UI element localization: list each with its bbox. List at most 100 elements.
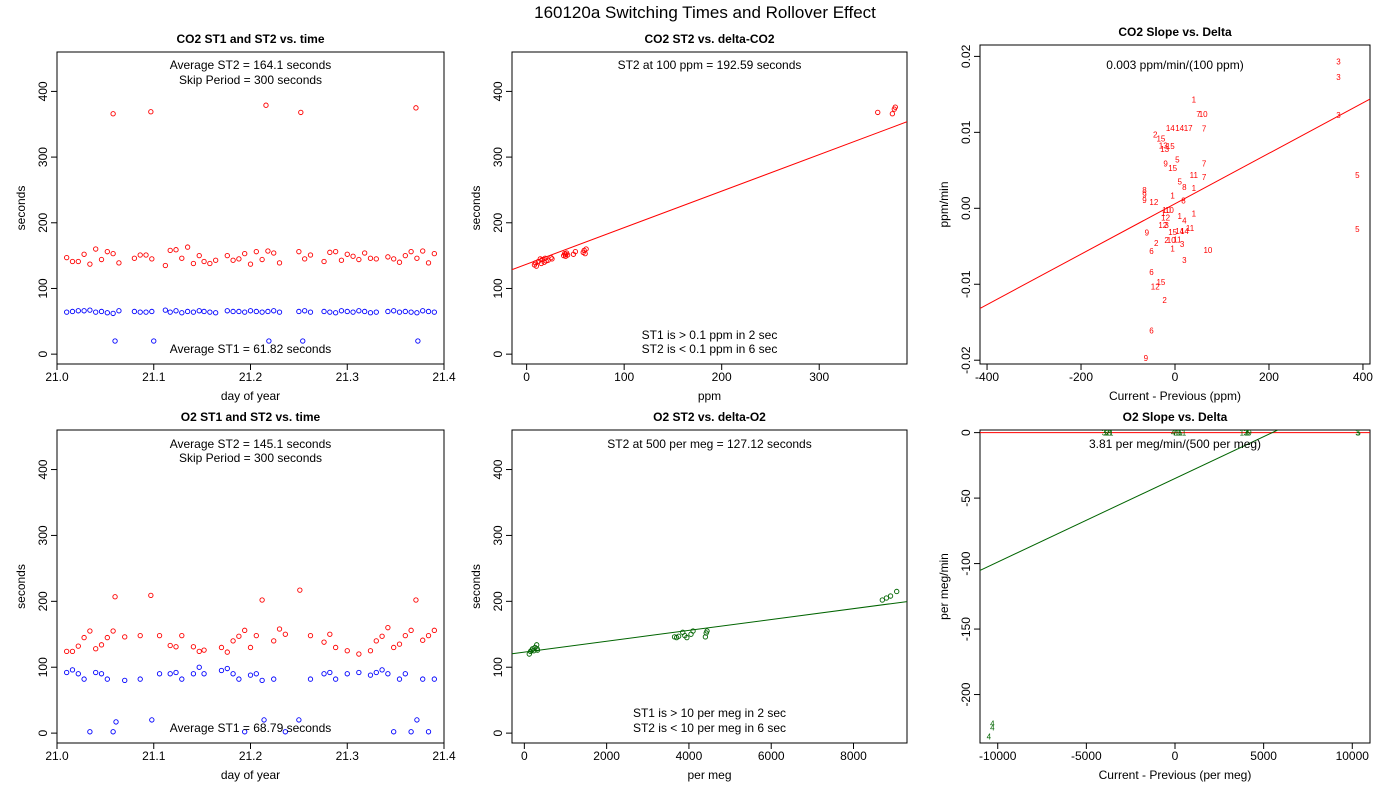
point-label: 14 [1175, 227, 1184, 236]
data-point [373, 256, 379, 262]
y-tick-label: 200 [36, 212, 50, 232]
data-point [338, 308, 345, 314]
data-point [425, 308, 432, 315]
data-point [196, 252, 202, 259]
data-point [131, 255, 138, 261]
data-point [247, 308, 254, 314]
data-point [413, 105, 419, 111]
y-tick-label: 300 [36, 147, 50, 167]
point-label: 6 [1245, 429, 1250, 438]
data-point [162, 307, 169, 313]
panel-title: CO2 ST1 and ST2 vs. time [176, 32, 324, 46]
data-point [201, 308, 207, 315]
x-tick-label: 0 [521, 749, 528, 763]
data-point [112, 338, 118, 344]
data-point [230, 308, 236, 315]
y-tick-label: 0 [36, 350, 50, 357]
point-label: 14 [1166, 124, 1175, 133]
data-point [431, 676, 437, 682]
point-label: 4 [990, 723, 995, 732]
panel-co2-st-vs-time: CO2 ST1 and ST2 vs. time 21.0 21.1 21.2 21.3… [14, 32, 456, 403]
data-point [156, 671, 163, 677]
panel-co2-st2-vs-delta: CO2 ST2 vs. delta-CO2 0 100 200 300 0 100 200 30… [469, 32, 908, 403]
panel-title: O2 Slope vs. Delta [1123, 410, 1228, 424]
data-point [104, 249, 110, 255]
data-point [122, 634, 128, 640]
y-axis-label: seconds [469, 186, 483, 231]
annotation: ST1 is > 0.1 ppm in 2 sec [642, 328, 778, 342]
data-point [69, 258, 76, 265]
data-point [190, 260, 197, 267]
y-tick-label: 200 [491, 591, 505, 611]
data-point [110, 111, 116, 117]
data-point [75, 643, 81, 649]
data-point [307, 676, 314, 682]
data-point [201, 671, 207, 677]
data-point [149, 717, 155, 723]
data-point [414, 717, 420, 723]
data-point [173, 669, 179, 676]
data-point [247, 261, 254, 267]
data-point [218, 644, 225, 651]
data-point [104, 676, 110, 682]
page-title: 160120a Switching Times and Rollover Eff… [534, 3, 876, 22]
point-label: 3 [1102, 429, 1107, 438]
data-point [87, 261, 93, 267]
x-tick-label: 400 [1353, 370, 1373, 384]
point-label: 7 [1202, 159, 1207, 168]
data-point [894, 588, 900, 595]
data-point [350, 309, 356, 315]
point-label: 1 [1192, 184, 1197, 193]
data-point [179, 676, 185, 682]
y-tick-label: 0 [36, 729, 50, 736]
point-label: 10 [1165, 206, 1174, 215]
data-point [201, 647, 207, 653]
fit-line [980, 98, 1370, 309]
data-point [81, 634, 87, 641]
point-label: 4 [1171, 429, 1176, 438]
data-point [167, 309, 173, 315]
data-point [167, 671, 173, 677]
data-point [332, 644, 339, 651]
data-point [296, 249, 302, 255]
y-tick-label: 0 [491, 350, 505, 357]
annotation: ST2 at 100 ppm = 192.59 seconds [618, 58, 802, 72]
x-tick-label: 6000 [758, 749, 785, 763]
data-point [196, 308, 202, 314]
point-label: 5 [1356, 429, 1361, 438]
x-tick-label: 2000 [593, 749, 620, 763]
point-label: 2 [1162, 296, 1167, 305]
plot-frame [979, 44, 1371, 365]
data-point [149, 256, 155, 262]
y-tick-label: 0 [491, 729, 505, 736]
point-label: 9 [1142, 196, 1147, 205]
data-point [572, 249, 579, 255]
y-tick-label: -50 [959, 489, 973, 507]
point-label: 17 [1184, 124, 1193, 133]
y-tick-label: 400 [36, 81, 50, 101]
data-point [425, 632, 432, 639]
data-point [321, 639, 327, 645]
annotation: 3.81 per meg/min/(500 per meg) [1089, 437, 1261, 451]
x-tick-label: 0 [523, 370, 530, 384]
point-label: 3 [1182, 256, 1187, 265]
data-point [344, 671, 350, 677]
data-point [385, 254, 391, 260]
point-label: 12 [1151, 283, 1160, 292]
data-point [230, 257, 236, 263]
data-point [93, 669, 99, 676]
data-point [302, 308, 308, 314]
data-point [173, 644, 179, 650]
point-label: 12 [1240, 429, 1249, 438]
data-point [137, 309, 143, 315]
data-point [253, 632, 259, 639]
data-point [151, 338, 157, 344]
point-label: 12 [1158, 221, 1167, 230]
data-point [356, 669, 362, 676]
y-tick-label: 100 [491, 278, 505, 298]
point-label: 11 [1173, 235, 1182, 244]
data-point [143, 252, 149, 258]
point-label: 1 [1177, 212, 1182, 221]
data-point [98, 308, 105, 315]
data-point [321, 671, 327, 677]
